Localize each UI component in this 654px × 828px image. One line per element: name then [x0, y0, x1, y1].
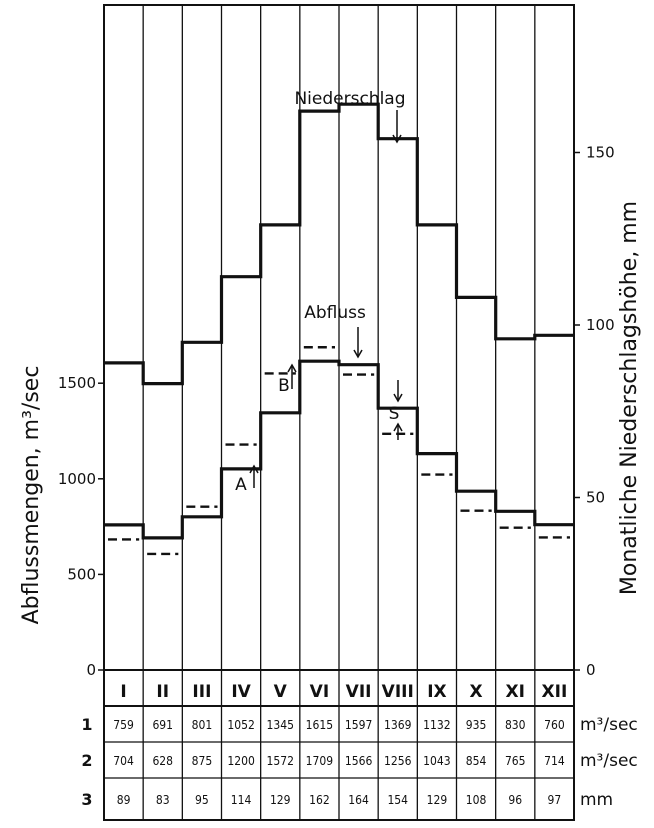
left-axis-title: Abflussmengen, m³/sec [19, 366, 44, 625]
label-b: B [278, 376, 290, 396]
table-cell: 1200 [227, 754, 255, 768]
left-tick-label: 1500 [58, 374, 96, 392]
table-cell: 89 [117, 793, 131, 807]
arrow-head [393, 422, 403, 432]
table-cell: 714 [544, 754, 565, 768]
series-layer [104, 102, 574, 556]
table-cell: 1572 [267, 754, 294, 768]
table-cell: 1709 [306, 754, 334, 768]
table-cell: 854 [466, 754, 487, 768]
table-cell: 759 [113, 718, 134, 732]
table-cell: 628 [152, 754, 173, 768]
arrow-head [353, 349, 363, 359]
table-cell: 801 [192, 718, 213, 732]
table-cell: 1369 [384, 718, 412, 732]
left-tick-label: 0 [86, 661, 96, 679]
month-label-III: III [192, 682, 211, 702]
arrow-head [287, 363, 297, 373]
table-cell: 765 [505, 754, 526, 768]
table-cell: 129 [427, 793, 448, 807]
table-cell: 162 [309, 793, 330, 807]
table-cell: 83 [156, 793, 170, 807]
table-cell: 1615 [306, 718, 333, 732]
table-cell: 1566 [345, 754, 373, 768]
table-cell: 760 [544, 718, 565, 732]
table-cell: 114 [231, 793, 252, 807]
month-label-X: X [470, 682, 483, 702]
series-niederschlag [104, 102, 574, 386]
month-label-II: II [156, 682, 169, 702]
chart-frame [103, 4, 575, 821]
row-unit-2: m³/sec [580, 751, 638, 771]
table-cell: 1043 [423, 754, 450, 768]
label-a: A [235, 475, 247, 495]
table-cell: 1052 [227, 718, 254, 732]
right-tick-label: 0 [586, 661, 596, 679]
table-cell: 691 [152, 718, 173, 732]
right-tick-label: 150 [586, 144, 615, 162]
left-tick-label: 1000 [58, 470, 96, 488]
table-cell: 1256 [384, 754, 412, 768]
arrow-head [249, 464, 259, 474]
row-label-3: 3 [81, 790, 92, 809]
table-cell: 108 [466, 793, 487, 807]
table-cell: 1597 [345, 718, 372, 732]
table-cell: 154 [387, 793, 408, 807]
table-cell: 704 [113, 754, 134, 768]
abfluss-label: Abfluss [304, 303, 366, 323]
month-label-VII: VII [346, 682, 372, 702]
left-tick-label: 500 [67, 565, 96, 583]
table-cell: 129 [270, 793, 291, 807]
row-label-2: 2 [81, 751, 92, 770]
table-cell: 96 [508, 793, 522, 807]
row-label-1: 1 [81, 715, 92, 734]
series-abfluss [104, 359, 574, 540]
month-label-V: V [274, 682, 288, 702]
chart-border [103, 4, 575, 821]
niederschlag-label: Niederschlag [294, 89, 405, 109]
table-cell: 1132 [423, 718, 450, 732]
arrow-head [393, 393, 403, 403]
annotations: Niederschlag Abfluss A B S [235, 89, 405, 495]
month-label-I: I [120, 682, 126, 702]
table-cell: 935 [466, 718, 487, 732]
month-label-VIII: VIII [382, 682, 414, 702]
arrow-head [392, 134, 402, 144]
table-cell: 164 [348, 793, 369, 807]
month-label-IX: IX [427, 682, 446, 702]
month-label-IV: IV [231, 682, 251, 702]
right-axis-title: Monatliche Niederschlagshöhe, mm [617, 201, 642, 595]
table-cell: 95 [195, 793, 209, 807]
right-tick-label: 100 [586, 316, 615, 334]
label-s: S [389, 404, 400, 424]
month-label-XI: XI [506, 682, 525, 702]
month-label-XII: XII [542, 682, 568, 702]
table-cell: 97 [548, 793, 562, 807]
table-cell: 1345 [267, 718, 294, 732]
right-tick-label: 50 [586, 489, 605, 507]
row-unit-1: m³/sec [580, 715, 638, 735]
axes: Abflussmengen, m³/sec Monatliche Nieders… [19, 144, 642, 680]
month-label-VI: VI [310, 682, 329, 702]
row-unit-3: mm [580, 790, 613, 810]
table-cell: 830 [505, 718, 526, 732]
table-cell: 875 [192, 754, 213, 768]
